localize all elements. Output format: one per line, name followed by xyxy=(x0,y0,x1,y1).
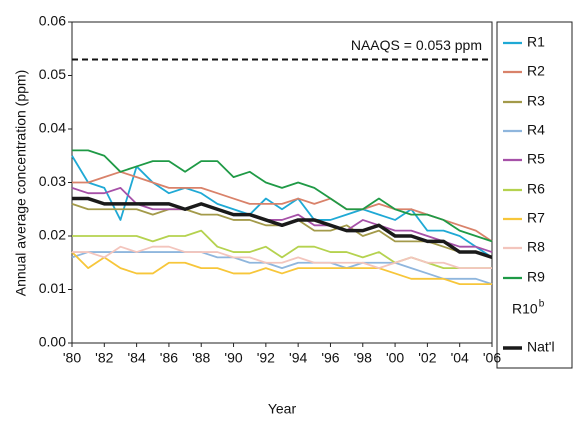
y-tick-label: 0.05 xyxy=(39,66,66,82)
series-line xyxy=(71,251,493,286)
reference-label: NAAQS = 0.053 ppm xyxy=(351,37,482,53)
legend-label: R5 xyxy=(527,151,545,167)
series-line xyxy=(72,196,493,260)
x-tick-label: '00 xyxy=(386,350,404,366)
x-tick-label: '06 xyxy=(483,350,501,366)
y-tick-label: 0.03 xyxy=(39,173,66,189)
legend-label: R2 xyxy=(527,63,545,79)
legend-label: R8 xyxy=(527,239,545,255)
series-line xyxy=(72,149,493,243)
x-tick-label: '94 xyxy=(289,350,307,366)
legend-label: R4 xyxy=(527,122,545,138)
y-tick-label: 0.02 xyxy=(39,227,66,243)
legend-label: R7 xyxy=(527,210,545,226)
x-tick-label: '04 xyxy=(451,350,469,366)
x-tick-label: '88 xyxy=(192,350,210,366)
x-tick-label: '80 xyxy=(63,350,81,366)
x-tick-label: '98 xyxy=(354,350,372,366)
legend-label: Nat'l xyxy=(527,339,555,355)
x-axis-title: Year xyxy=(268,401,297,417)
y-tick-label: 0.01 xyxy=(39,280,66,296)
x-tick-label: '82 xyxy=(95,350,113,366)
legend-label: R3 xyxy=(527,93,545,109)
series-line xyxy=(71,251,492,286)
legend-label: R6 xyxy=(527,181,545,197)
series-line xyxy=(71,155,493,259)
x-tick-label: '02 xyxy=(418,350,436,366)
y-tick-label: 0.00 xyxy=(39,334,66,350)
series-line xyxy=(72,170,493,243)
series-line xyxy=(72,245,492,269)
x-tick-label: '90 xyxy=(224,350,242,366)
legend-superscript: b xyxy=(539,299,545,310)
x-tick-label: '96 xyxy=(321,350,339,366)
x-tick-label: '92 xyxy=(257,350,275,366)
legend-label: R9 xyxy=(527,269,545,285)
series-line xyxy=(71,186,493,253)
plot-frame xyxy=(71,21,493,344)
x-tick-label: '84 xyxy=(127,350,145,366)
legend-label: R1 xyxy=(527,34,545,50)
y-tick-label: 0.04 xyxy=(39,120,66,136)
legend-label: R10 xyxy=(512,301,538,317)
y-axis-title: Annual average concentration (ppm) xyxy=(13,70,29,296)
y-tick-label: 0.06 xyxy=(39,13,66,29)
legend-frame xyxy=(496,21,573,369)
x-tick-label: '86 xyxy=(160,350,178,366)
